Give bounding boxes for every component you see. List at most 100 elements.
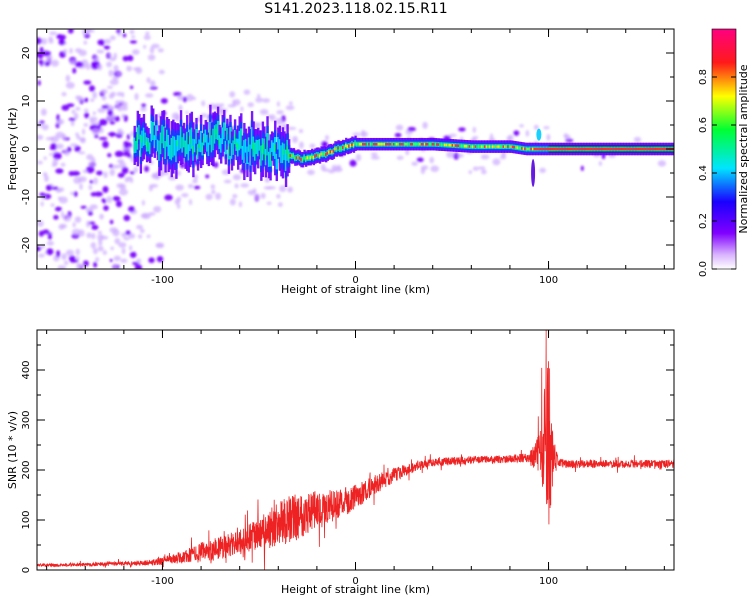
band-inner — [278, 139, 282, 158]
noise-blob — [37, 52, 43, 57]
band-core — [575, 147, 578, 151]
spectrogram-y-tick-label: -20 — [21, 237, 32, 253]
noise-blob — [352, 132, 361, 136]
noise-blob — [73, 191, 78, 197]
band-inner — [152, 121, 155, 140]
band-inner — [193, 139, 197, 153]
noise-blob — [287, 126, 297, 130]
noise-blob — [47, 232, 52, 240]
band-core — [286, 146, 289, 155]
band-core — [355, 142, 359, 146]
band-inner — [165, 129, 169, 147]
band-core — [328, 150, 331, 154]
noise-blob — [213, 161, 219, 168]
noise-blob — [87, 161, 96, 167]
noise-blob — [156, 255, 164, 263]
band-core — [309, 156, 312, 160]
band-core — [321, 152, 325, 156]
band-core — [510, 145, 513, 148]
band-core — [345, 143, 348, 148]
noise-blob — [422, 121, 428, 129]
band-core — [380, 142, 383, 146]
band-core — [530, 147, 533, 151]
spectrogram-y-tick-label: 10 — [21, 95, 32, 108]
noise-blob — [62, 214, 72, 222]
noise-blob — [61, 92, 67, 97]
band-inner — [213, 125, 217, 144]
band-core — [507, 145, 510, 148]
noise-blob — [508, 134, 514, 142]
noise-blob — [131, 49, 140, 55]
band-core — [423, 142, 427, 146]
band-core — [550, 147, 553, 151]
noise-blob — [111, 164, 120, 169]
band-core — [454, 144, 458, 147]
noise-blob — [57, 265, 67, 269]
noise-blob — [519, 124, 524, 128]
noise-blob — [275, 117, 283, 126]
noise-blob — [51, 163, 58, 167]
noise-blob — [113, 255, 121, 262]
band-core — [426, 142, 430, 146]
noise-blob — [97, 230, 102, 234]
band-inner — [186, 131, 189, 155]
noise-blob — [175, 184, 184, 191]
noise-blob — [128, 206, 135, 213]
noise-blob — [211, 189, 216, 195]
band-core — [528, 147, 532, 151]
noise-blob — [46, 240, 54, 246]
noise-blob — [411, 161, 419, 166]
band-core — [318, 154, 322, 158]
noise-blob — [38, 59, 44, 64]
band-core — [652, 147, 655, 151]
noise-blob — [108, 69, 114, 77]
band-inner — [266, 133, 269, 156]
band-inner — [210, 135, 214, 153]
noise-blob — [492, 158, 501, 166]
band-inner — [216, 120, 220, 140]
band-core — [538, 147, 541, 151]
noise-blob — [174, 198, 180, 205]
band-core — [567, 147, 570, 151]
snr-ylabel: SNR (10 * v/v) — [6, 411, 19, 489]
band-core — [547, 147, 550, 151]
noise-blob — [105, 115, 112, 121]
noise-blob — [124, 143, 129, 149]
noise-blob — [65, 81, 75, 89]
noise-blob — [107, 85, 114, 89]
noise-blob — [260, 192, 266, 199]
noise-blob — [131, 35, 136, 39]
noise-blob — [210, 184, 216, 190]
band-core — [414, 142, 417, 146]
band-core — [311, 154, 314, 158]
band-core — [572, 147, 575, 151]
band-inner — [158, 140, 161, 161]
band-core — [326, 151, 329, 155]
band-inner — [219, 138, 223, 153]
noise-blob — [232, 194, 238, 199]
noise-blob — [68, 117, 76, 121]
noise-blob — [65, 74, 71, 82]
noise-blob — [99, 118, 108, 126]
noise-blob — [307, 169, 315, 176]
noise-blob — [264, 177, 271, 183]
band-core — [541, 147, 544, 151]
noise-blob — [82, 169, 88, 174]
band-core — [623, 147, 626, 151]
band-core — [582, 147, 586, 151]
band-inner — [253, 142, 257, 161]
noise-blob — [79, 183, 83, 190]
noise-blob — [349, 159, 357, 167]
band-core — [292, 154, 295, 158]
band-core — [297, 155, 300, 159]
band-core — [533, 147, 536, 151]
band-inner — [284, 149, 288, 171]
noise-blob — [448, 133, 457, 137]
band-core — [453, 144, 456, 147]
noise-blob — [276, 193, 281, 199]
band-core — [417, 142, 421, 146]
band-core — [508, 145, 512, 148]
noise-blob — [100, 39, 105, 46]
band-core — [325, 153, 328, 157]
noise-blob — [430, 165, 439, 173]
